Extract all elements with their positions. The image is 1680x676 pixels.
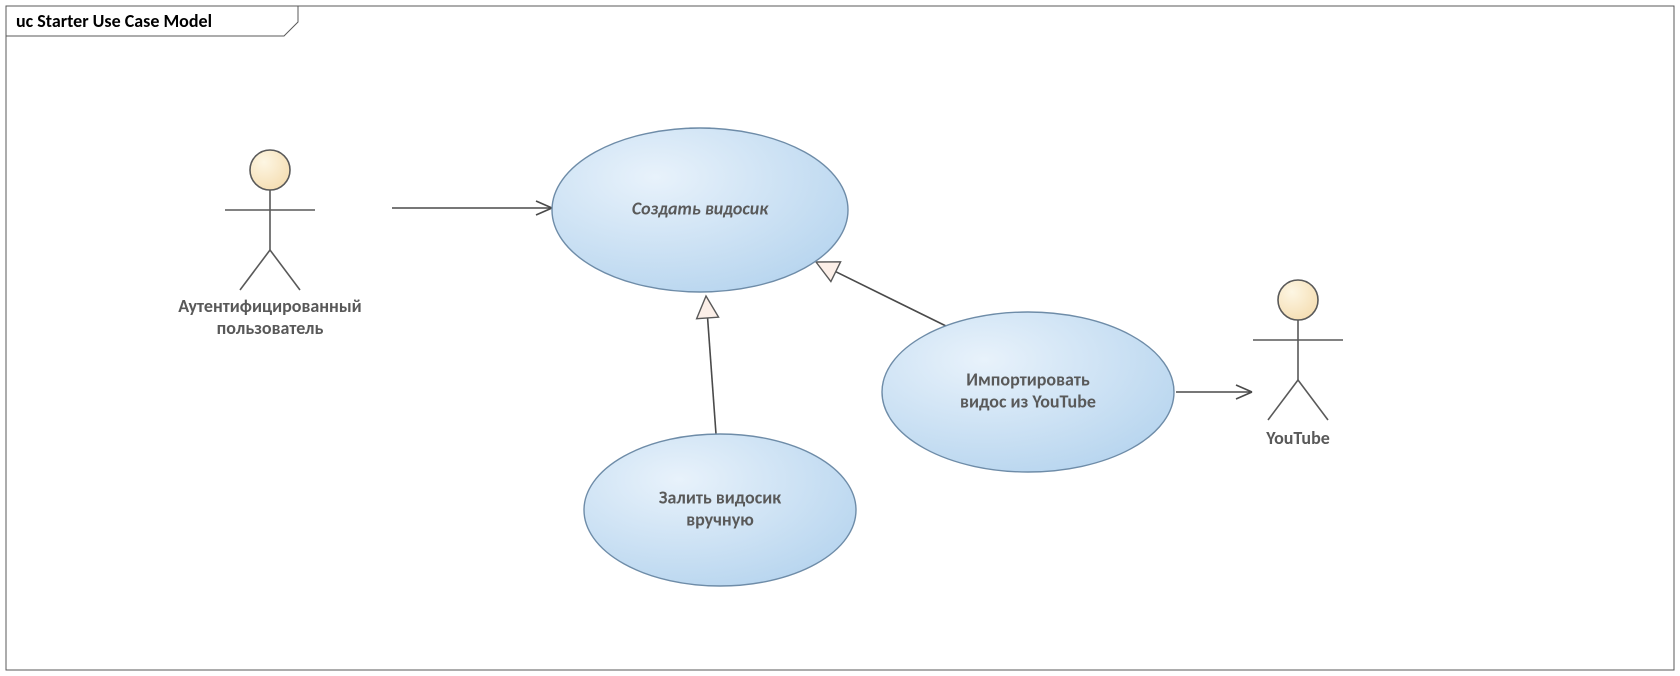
diagram-title-tab: uc Starter Use Case Model	[6, 6, 298, 36]
diagram-canvas: Создать видосикЗалить видосиквручнуюИмпо…	[0, 0, 1680, 676]
actor-head-icon	[250, 150, 290, 190]
edge-import-gen-create	[836, 272, 946, 326]
usecases-group: Создать видосикЗалить видосиквручнуюИмпо…	[552, 128, 1174, 586]
actor-label: YouTube	[1265, 427, 1330, 449]
usecase-create: Создать видосик	[552, 128, 848, 292]
usecase-label: видос из YouTube	[960, 390, 1096, 412]
diagram-title: uc Starter Use Case Model	[16, 10, 212, 32]
actor-youtube: YouTube	[1253, 280, 1343, 449]
usecase-label: вручную	[686, 508, 754, 530]
generalization-arrowhead	[697, 296, 719, 319]
actor-head-icon	[1278, 280, 1318, 320]
edge-upload-gen-create	[708, 318, 716, 434]
actor-label: пользователь	[217, 317, 324, 339]
usecase-label: Импортировать	[966, 368, 1090, 390]
usecase-upload: Залить видосиквручную	[584, 434, 856, 586]
actor-label: Аутентифицированный	[178, 295, 361, 317]
actor-user: Аутентифицированныйпользователь	[178, 150, 361, 339]
usecase-label: Создать видосик	[632, 197, 769, 219]
use-case-diagram: Создать видосикЗалить видосиквручнуюИмпо…	[0, 0, 1680, 676]
usecase-import: Импортироватьвидос из YouTube	[882, 312, 1174, 472]
usecase-label: Залить видосик	[659, 486, 781, 508]
